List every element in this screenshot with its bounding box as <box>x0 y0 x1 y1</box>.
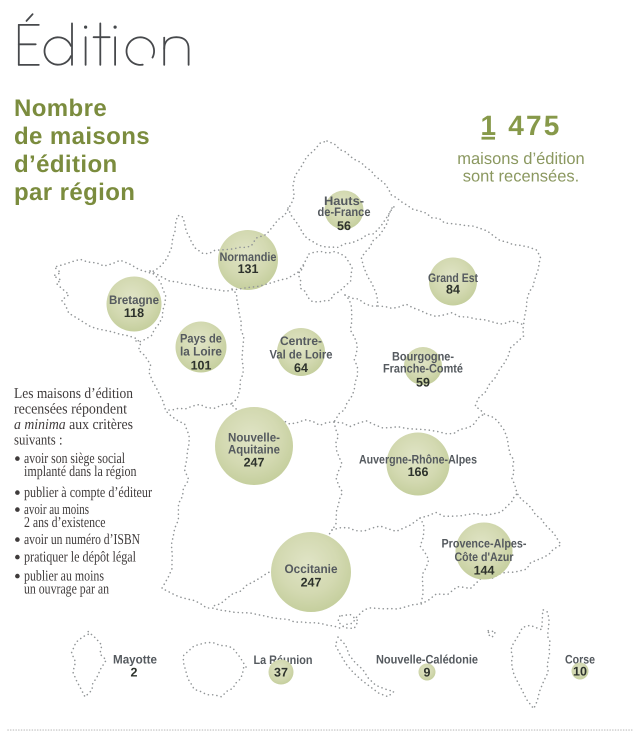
svg-text:recensées répondent: recensées répondent <box>14 402 128 418</box>
svg-text:Nouvelle-: Nouvelle- <box>228 430 280 444</box>
svg-text:la Loire: la Loire <box>180 344 222 358</box>
svg-text:avoir un numéro d’ISBN: avoir un numéro d’ISBN <box>24 532 140 548</box>
svg-text:Centre-: Centre- <box>280 334 322 348</box>
svg-text:Aquitaine: Aquitaine <box>228 442 280 456</box>
svg-text:Pays de: Pays de <box>180 331 222 345</box>
svg-text:2 ans d’existence: 2 ans d’existence <box>24 515 106 531</box>
svg-text:Franche-Comté: Franche-Comté <box>383 361 463 375</box>
svg-text:118: 118 <box>124 306 144 320</box>
svg-text:247: 247 <box>301 575 322 589</box>
svg-text:Normandie: Normandie <box>220 250 277 264</box>
svg-text:Auvergne-Rhône-Alpes: Auvergne-Rhône-Alpes <box>359 453 477 467</box>
svg-text:pratiquer le dépôt légal: pratiquer le dépôt légal <box>24 550 136 566</box>
svg-text:sont recensées.: sont recensées. <box>463 168 579 186</box>
svg-text:Grand Est: Grand Est <box>428 271 478 285</box>
svg-text:37: 37 <box>274 666 288 680</box>
svg-text:56: 56 <box>337 219 351 233</box>
svg-text:Occitanie: Occitanie <box>285 562 338 576</box>
svg-text:maisons d’édition: maisons d’édition <box>457 150 585 168</box>
svg-text:implanté dans la région: implanté dans la région <box>24 464 137 480</box>
svg-text:2: 2 <box>131 666 138 680</box>
svg-text:de-France: de-France <box>318 205 371 219</box>
svg-text:a minima aux critères: a minima aux critères <box>14 417 133 433</box>
svg-text:1 475: 1 475 <box>480 110 561 141</box>
svg-text:avoir au moins: avoir au moins <box>24 502 89 518</box>
svg-text:131: 131 <box>238 262 259 276</box>
svg-text:Côte d'Azur: Côte d'Azur <box>455 550 514 564</box>
svg-text:101: 101 <box>191 359 212 373</box>
svg-text:Nombre: Nombre <box>14 95 107 122</box>
svg-text:144: 144 <box>474 563 495 577</box>
svg-text:Nouvelle-Calédonie: Nouvelle-Calédonie <box>376 652 478 666</box>
svg-text:59: 59 <box>416 376 430 390</box>
svg-text:Bretagne: Bretagne <box>109 293 159 307</box>
svg-text:de maisons: de maisons <box>14 123 150 150</box>
svg-text:Mayotte: Mayotte <box>113 652 157 666</box>
svg-text:par région: par région <box>14 179 135 206</box>
svg-text:publier au moins: publier au moins <box>24 569 104 585</box>
svg-text:166: 166 <box>408 465 429 479</box>
svg-text:Hauts-: Hauts- <box>324 194 364 208</box>
svg-text:9: 9 <box>424 666 431 680</box>
svg-text:247: 247 <box>244 456 265 470</box>
svg-text:Bourgogne-: Bourgogne- <box>392 350 454 364</box>
svg-text:64: 64 <box>294 361 308 375</box>
svg-text:Val de Loire: Val de Loire <box>270 347 333 361</box>
svg-text:10: 10 <box>573 665 587 679</box>
svg-text:publier à compte d’éditeur: publier à compte d’éditeur <box>24 485 152 501</box>
svg-text:avoir son siège social: avoir son siège social <box>24 451 125 467</box>
svg-text:Corse: Corse <box>565 652 595 666</box>
svg-text:Provence-Alpes-: Provence-Alpes- <box>442 537 527 551</box>
svg-text:suivants :: suivants : <box>14 433 63 449</box>
svg-text:un ouvrage par an: un ouvrage par an <box>24 582 109 598</box>
svg-text:d’édition: d’édition <box>14 151 118 178</box>
svg-text:Les maisons d’édition: Les maisons d’édition <box>14 386 133 402</box>
svg-text:84: 84 <box>446 283 460 297</box>
